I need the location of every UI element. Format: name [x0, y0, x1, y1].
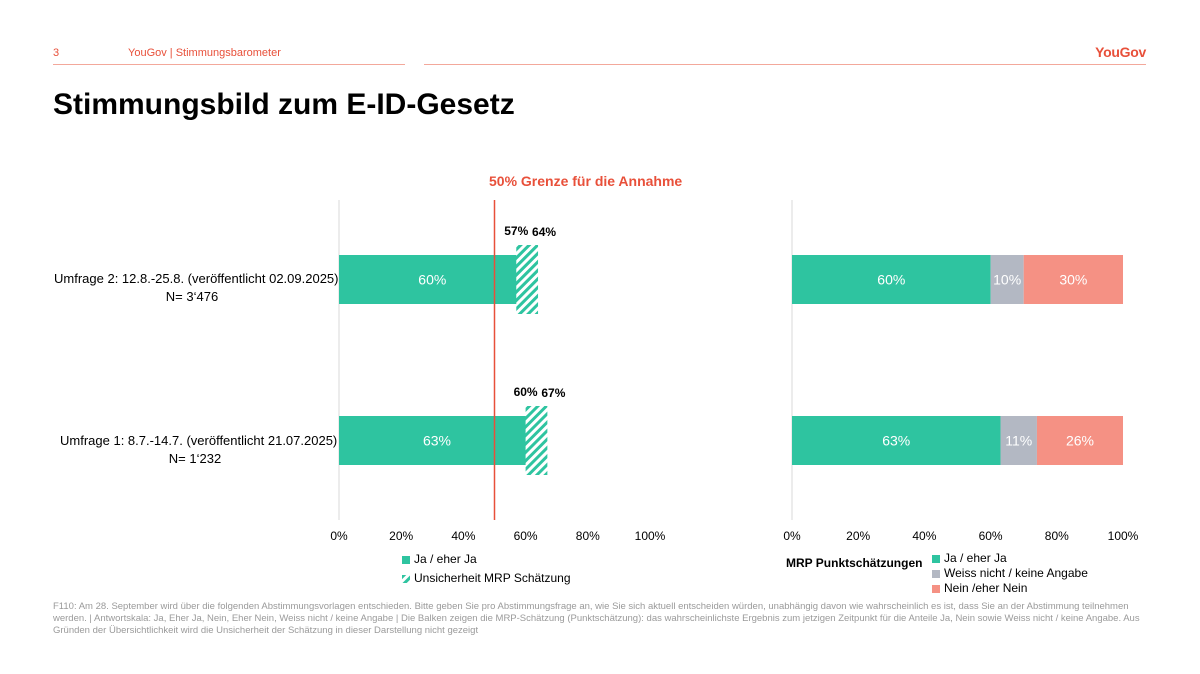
survey-label-2: Umfrage 2: 12.8.-25.8. (veröffentlicht 0…	[54, 270, 339, 306]
legend-title-mrp: MRP Punktschätzungen	[786, 556, 923, 570]
header-rule-right	[424, 64, 1146, 65]
x-tick-left-3: 60%	[514, 529, 538, 543]
x-tick-right-2: 40%	[912, 529, 936, 543]
bar-weiss-nicht-1	[1000, 416, 1037, 465]
bar-nein-1	[1036, 416, 1123, 465]
survey-label-1: Umfrage 1: 8.7.-14.7. (veröffentlicht 21…	[60, 432, 338, 468]
x-tick-left-2: 40%	[451, 529, 475, 543]
page-title: Stimmungsbild zum E-ID-Gesetz	[53, 88, 515, 121]
data-label-ja-1: 63%	[882, 433, 910, 449]
page-number: 3	[53, 47, 60, 59]
survey-2-sample: N= 3‘476	[165, 289, 219, 304]
data-label-ja-0: 60%	[877, 272, 905, 288]
x-tick-right-0: 0%	[783, 529, 801, 543]
yougov-logo: YouGov	[1095, 44, 1146, 60]
legend-label-uncertainty: Unsicherheit MRP Schätzung	[414, 571, 571, 585]
x-tick-left-5: 100%	[635, 529, 666, 543]
legend-label-ja-right: Ja / eher Ja	[944, 551, 1007, 565]
breadcrumb: YouGov | Stimmungsbarometer	[128, 47, 281, 59]
legend-label-nein: Nein /eher Nein	[944, 581, 1028, 595]
bar-ja-1	[792, 416, 1001, 465]
legend-swatch-ja	[402, 556, 410, 564]
mrp-stacked-chart: 60% 10% 30% 63% 11% 26% 0% 20% 40% 60% 80% 100%	[783, 200, 1139, 543]
data-label-high-0: 64%	[532, 225, 556, 239]
x-tick-right-3: 60%	[979, 529, 1003, 543]
survey-2-title: Umfrage 2: 12.8.-25.8. (veröffentlicht 0…	[54, 271, 339, 286]
x-tick-right-1: 20%	[846, 529, 870, 543]
threshold-label: 50% Grenze für die Annahme	[489, 173, 683, 189]
legend-swatch-ja-right	[932, 555, 940, 563]
legend-swatch-hatch	[402, 575, 410, 583]
data-label-nein-0: 30%	[1059, 272, 1087, 288]
x-tick-right-5: 100%	[1108, 529, 1139, 543]
data-label-ja-0: 60%	[418, 272, 446, 288]
data-label-nein-1: 26%	[1066, 433, 1094, 449]
data-label-weiss-nicht-1: 11%	[1005, 433, 1032, 449]
footnote: F110: Am 28. September wird über die fol…	[53, 601, 1140, 636]
legend-swatch-weiss	[932, 570, 940, 578]
bar-ja-1	[339, 416, 535, 465]
survey-1-sample: N= 1‘232	[168, 451, 222, 466]
bar-nein-0	[1023, 255, 1123, 304]
data-label-weiss-nicht-0: 10%	[993, 272, 1021, 288]
data-label-low-1: 60%	[514, 385, 538, 399]
legend-label-weiss: Weiss nicht / keine Angabe	[944, 566, 1088, 580]
legend-label-ja: Ja / eher Ja	[414, 552, 477, 566]
x-tick-left-1: 20%	[389, 529, 413, 543]
bar-weiss-nicht-0	[990, 255, 1024, 304]
x-tick-right-4: 80%	[1045, 529, 1069, 543]
survey-1-title: Umfrage 1: 8.7.-14.7. (veröffentlicht 21…	[60, 433, 338, 448]
header-rule-left	[53, 64, 405, 65]
x-tick-left-0: 0%	[330, 529, 348, 543]
data-label-ja-1: 63%	[423, 433, 451, 449]
data-label-low-0: 57%	[504, 224, 528, 238]
data-label-high-1: 67%	[541, 386, 565, 400]
legend-swatch-nein	[932, 585, 940, 593]
bar-uncertainty-0	[516, 245, 539, 314]
bar-uncertainty-1	[525, 406, 548, 475]
ja-uncertainty-chart: 60%57% 64%63%60% 67%0% 20% 40% 60% 80% 100%	[330, 200, 666, 543]
x-tick-left-4: 80%	[576, 529, 600, 543]
bar-ja-0	[792, 255, 991, 304]
